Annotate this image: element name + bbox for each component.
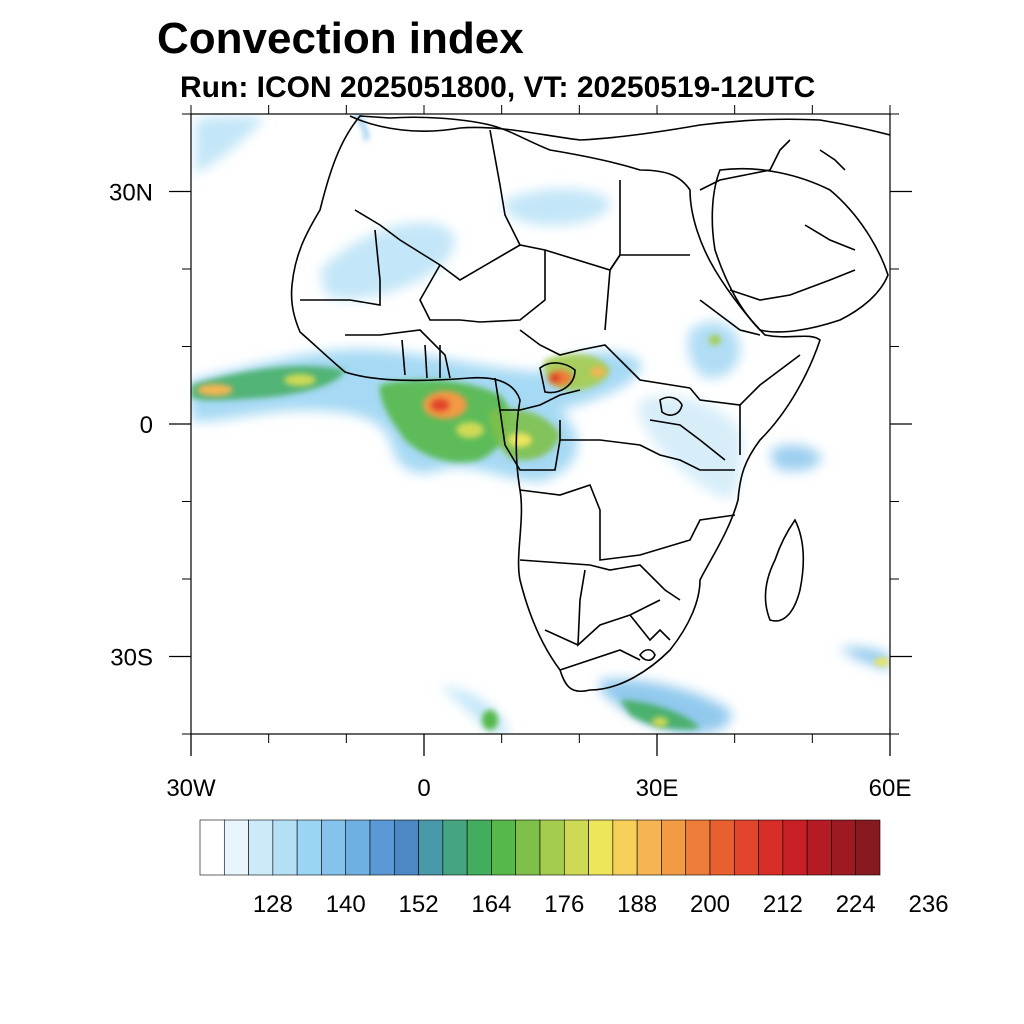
colorbar-label: 152 — [399, 891, 439, 918]
convection-field — [191, 114, 890, 734]
colorbar-swatch — [685, 819, 711, 876]
chart-title: Convection index — [157, 14, 524, 63]
colorbar-swatch — [758, 819, 784, 876]
colorbar-swatch — [563, 819, 589, 876]
colorbar: 128 140 152 164 176 188 200 212 224 236 — [199, 819, 949, 918]
colorbar-swatch — [393, 819, 419, 876]
map-axes: 30W 0 30E 60E 30N 0 30S — [109, 105, 912, 802]
colorbar-swatch — [855, 819, 881, 876]
colorbar-swatch — [442, 819, 468, 876]
colorbar-swatch — [539, 819, 565, 876]
colorbar-swatch — [782, 819, 808, 876]
colorbar-swatch — [466, 819, 492, 876]
colorbar-swatch — [733, 819, 759, 876]
colorbar-swatch — [248, 819, 274, 876]
lat-tick-label: 30N — [109, 180, 153, 207]
colorbar-swatch — [612, 819, 638, 876]
lat-tick-label: 0 — [140, 412, 153, 439]
colorbar-swatch — [418, 819, 444, 876]
colorbar-label: 200 — [690, 891, 730, 918]
colorbar-swatch — [709, 819, 735, 876]
colorbar-swatch — [636, 819, 662, 876]
chart-subtitle: Run: ICON 2025051800, VT: 20250519-12UTC — [180, 71, 816, 104]
colorbar-swatch — [588, 819, 614, 876]
coastlines-borders — [290, 115, 890, 692]
colorbar-swatch — [272, 819, 298, 876]
colorbar-label: 128 — [253, 891, 293, 918]
colorbar-label: 140 — [326, 891, 366, 918]
colorbar-label: 188 — [617, 891, 657, 918]
colorbar-swatch — [831, 819, 857, 876]
lon-tick-label: 30W — [166, 775, 216, 802]
colorbar-label: 164 — [471, 891, 511, 918]
colorbar-swatch — [806, 819, 832, 876]
colorbar-swatch — [296, 819, 322, 876]
colorbar-swatch — [223, 819, 249, 876]
lon-tick-label: 0 — [417, 775, 430, 802]
lon-tick-label: 30E — [636, 775, 679, 802]
colorbar-label: 224 — [836, 891, 876, 918]
colorbar-swatch — [661, 819, 687, 876]
colorbar-swatch — [199, 819, 225, 876]
colorbar-label: 176 — [544, 891, 584, 918]
colorbar-swatch — [321, 819, 347, 876]
lon-tick-label: 60E — [869, 775, 912, 802]
colorbar-swatch — [345, 819, 371, 876]
colorbar-label: 236 — [909, 891, 949, 918]
colorbar-swatch — [515, 819, 541, 876]
colorbar-label: 212 — [763, 891, 803, 918]
colorbar-swatch — [491, 819, 517, 876]
lat-tick-label: 30S — [110, 645, 153, 672]
colorbar-swatch — [369, 819, 395, 876]
